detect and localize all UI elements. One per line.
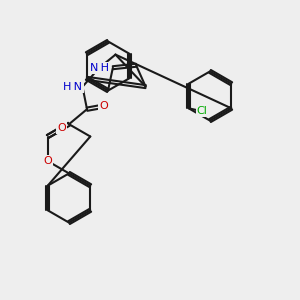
Text: H N: H N	[64, 82, 83, 92]
Text: O: O	[43, 156, 52, 166]
Text: N H: N H	[90, 63, 109, 73]
Text: Cl: Cl	[197, 106, 208, 116]
Text: O: O	[58, 123, 66, 133]
Text: O: O	[99, 101, 108, 111]
